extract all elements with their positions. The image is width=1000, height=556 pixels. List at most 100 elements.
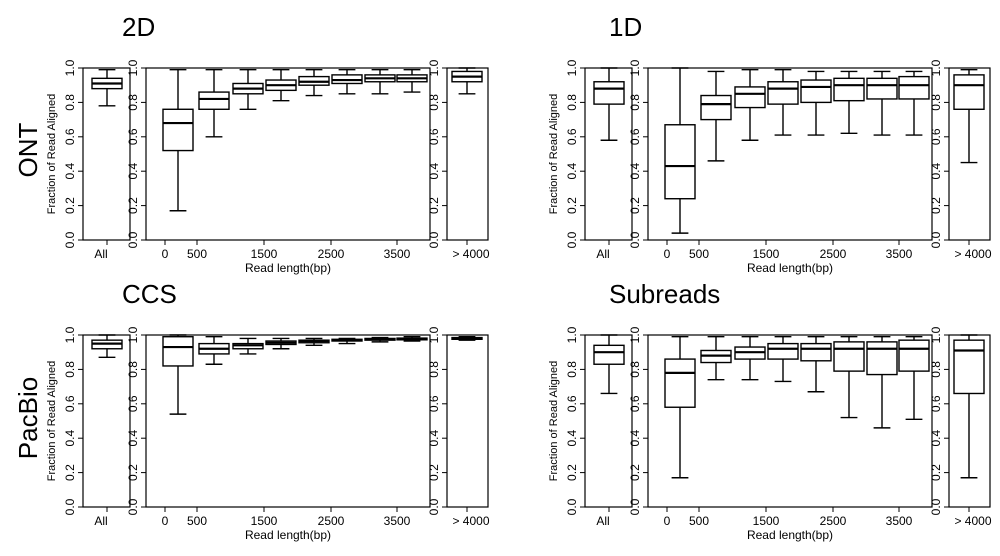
box-iqr: [664, 124, 696, 200]
box-iqr: [953, 339, 985, 395]
y-tick-label: 1.0: [565, 59, 579, 76]
y-tick-label: 0.2: [63, 197, 77, 214]
box-bin-7: [866, 70, 898, 136]
y-tick-label: 0.6: [565, 395, 579, 412]
box-tail: [953, 69, 985, 164]
chart-panel-subreads: Subreads Fraction of Read Aligned 0.0 0.2 0.…: [548, 279, 992, 542]
y-tick-label: 0.2: [565, 197, 579, 214]
y-tick-label: 0.0: [63, 498, 77, 515]
box-tail: [451, 336, 483, 341]
x-tick-label: 500: [187, 247, 207, 261]
chart-panel-1d: 1D Fraction of Read Aligned 0.0 0.2 0.4 0.6 0.…: [548, 12, 992, 275]
box-bin-8: [898, 336, 930, 420]
y-tick-label: 0.8: [565, 361, 579, 378]
tail-label: > 4000: [452, 514, 489, 528]
box-bin-6: [833, 336, 865, 419]
box-bin-3: [734, 69, 766, 141]
box-bin-4: [265, 69, 297, 102]
y-tick-label: 0.0: [63, 231, 77, 248]
y-tick-label: 0.4: [126, 430, 140, 447]
y-tick-label: 0.6: [427, 395, 441, 412]
x-axis-label: Read length(bp): [747, 528, 833, 542]
x-tick-label: 2500: [820, 247, 847, 261]
y-tick-label: 0.6: [628, 395, 642, 412]
panel-title: Subreads: [609, 279, 720, 309]
box-bin-5: [298, 69, 330, 97]
y-tick-label: 0.2: [126, 464, 140, 481]
y-tick-label: 0.4: [628, 163, 642, 180]
box-all: [593, 67, 625, 141]
box-all: [91, 69, 123, 107]
all-label: All: [596, 247, 609, 261]
y-tick-label: 0.2: [427, 197, 441, 214]
box-bin-6: [331, 337, 363, 345]
box-iqr: [162, 336, 194, 367]
y-tick-label: 0.4: [63, 163, 77, 180]
box-iqr: [833, 341, 865, 372]
all-label: All: [94, 247, 107, 261]
bin-frame: [145, 334, 431, 508]
y-axis-label: Fraction of Read Aligned: [548, 94, 560, 214]
y-tick-label: 0.4: [628, 430, 642, 447]
box-bin-3: [232, 69, 264, 110]
y-tick-label: 1.0: [929, 59, 943, 76]
box-bin-2: [700, 336, 732, 381]
y-tick-label: 0.4: [929, 430, 943, 447]
y-tick-label: 0.6: [63, 128, 77, 145]
box-iqr: [800, 342, 832, 362]
box-iqr: [734, 86, 766, 109]
x-axis-label: Read length(bp): [245, 261, 331, 275]
box-iqr: [162, 108, 194, 152]
x-tick-label: 3500: [886, 247, 913, 261]
x-axis-label: Read length(bp): [747, 261, 833, 275]
box-bin-6: [331, 69, 363, 95]
box-iqr: [700, 94, 732, 121]
box-bin-7: [866, 336, 898, 429]
box-iqr: [800, 79, 832, 104]
y-tick-label: 0.0: [565, 231, 579, 248]
y-tick-label: 0.0: [628, 231, 642, 248]
box-iqr: [898, 75, 930, 100]
y-tick-label: 0.6: [126, 128, 140, 145]
y-tick-label: 0.6: [63, 395, 77, 412]
box-all: [593, 334, 625, 395]
box-iqr: [767, 81, 799, 105]
y-tick-label: 0.8: [929, 94, 943, 111]
y-tick-label: 0.8: [126, 94, 140, 111]
box-iqr: [898, 339, 930, 372]
y-tick-label: 0.0: [565, 498, 579, 515]
box-iqr: [833, 77, 865, 102]
y-tick-label: 0.8: [929, 361, 943, 378]
box-iqr: [767, 342, 799, 360]
y-tick-label: 0.8: [427, 94, 441, 111]
y-tick-label: 0.8: [628, 361, 642, 378]
y-tick-label: 0.2: [126, 197, 140, 214]
y-tick-label: 0.2: [63, 464, 77, 481]
box-bin-4: [265, 337, 297, 350]
y-tick-label: 0.2: [628, 464, 642, 481]
y-tick-label: 1.0: [126, 326, 140, 343]
box-tail: [451, 67, 483, 95]
box-bin-5: [800, 336, 832, 393]
y-tick-label: 0.4: [427, 163, 441, 180]
panel-title: 2D: [122, 12, 155, 42]
y-tick-label: 0.0: [427, 231, 441, 248]
box-iqr: [593, 81, 625, 105]
chart-panel-2d: 2D Fraction of Read Aligned 0.0 0.2 0.4 0.6 0.…: [46, 12, 490, 275]
box-bin-4: [767, 69, 799, 136]
y-tick-label: 1.0: [63, 59, 77, 76]
box-bin-1: [664, 336, 696, 479]
box-bin-2: [700, 70, 732, 162]
y-tick-label: 0.6: [628, 128, 642, 145]
panel-title: 1D: [609, 12, 642, 42]
y-tick-label: 1.0: [565, 326, 579, 343]
y-tick-label: 0.6: [565, 128, 579, 145]
box-bin-8: [396, 336, 428, 342]
y-tick-label: 0.8: [427, 361, 441, 378]
y-tick-label: 1.0: [427, 59, 441, 76]
box-iqr: [198, 91, 230, 110]
y-tick-label: 1.0: [929, 326, 943, 343]
y-tick-label: 0.2: [628, 197, 642, 214]
box-tail: [953, 334, 985, 479]
x-tick-label: 2500: [318, 247, 345, 261]
